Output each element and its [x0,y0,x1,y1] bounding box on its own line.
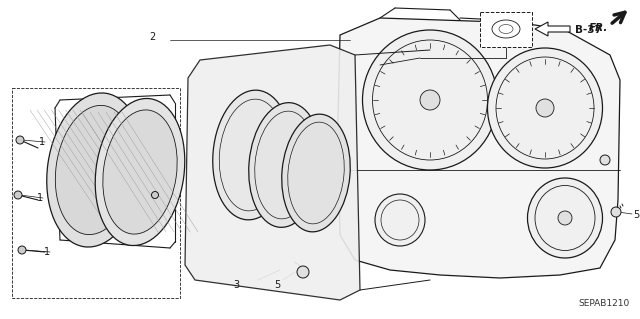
Text: FR.: FR. [588,23,608,33]
Ellipse shape [492,20,520,38]
Text: B-37: B-37 [575,25,602,35]
Polygon shape [185,45,360,300]
Ellipse shape [18,246,26,254]
Ellipse shape [95,99,185,246]
Bar [12,88,180,298]
Ellipse shape [600,155,610,165]
Ellipse shape [297,266,309,278]
Ellipse shape [47,93,143,247]
Ellipse shape [249,103,321,227]
Ellipse shape [103,110,177,234]
Ellipse shape [55,105,134,234]
Ellipse shape [488,48,602,168]
Text: SEPAB1210: SEPAB1210 [579,299,630,308]
Ellipse shape [558,211,572,225]
Text: 5: 5 [633,210,639,220]
Text: 1: 1 [44,247,50,257]
Text: 3: 3 [233,280,239,290]
Ellipse shape [536,99,554,117]
Text: 5: 5 [274,280,280,290]
Text: 1: 1 [37,193,43,203]
Polygon shape [535,22,570,36]
Ellipse shape [362,30,497,170]
Ellipse shape [611,207,621,217]
Ellipse shape [420,90,440,110]
Ellipse shape [16,136,24,144]
Ellipse shape [14,191,22,199]
Text: 1: 1 [39,137,45,147]
Polygon shape [338,18,620,278]
Ellipse shape [212,90,291,220]
Text: 2: 2 [149,32,155,42]
Bar [480,12,532,47]
Text: 4: 4 [129,200,135,210]
Ellipse shape [527,178,602,258]
Ellipse shape [375,194,425,246]
Ellipse shape [152,191,159,198]
Ellipse shape [282,114,350,232]
